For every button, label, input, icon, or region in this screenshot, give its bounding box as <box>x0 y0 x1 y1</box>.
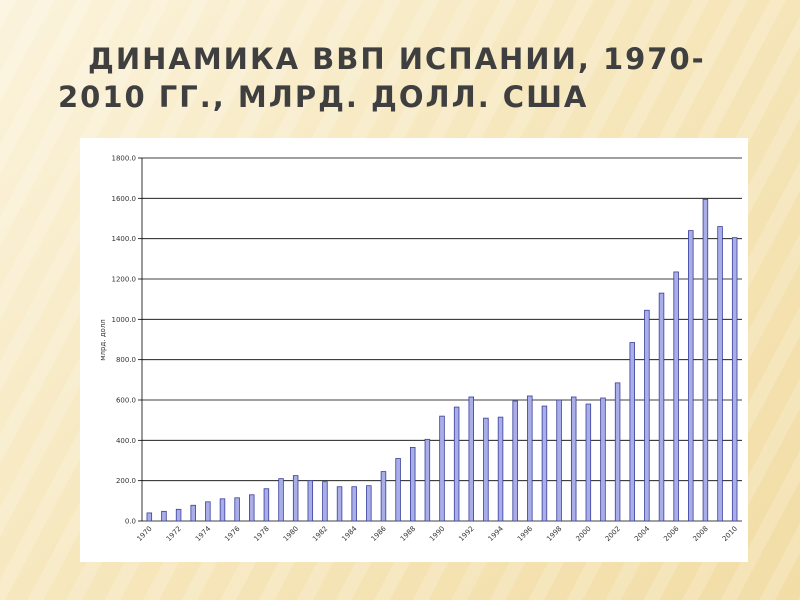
bar-2002 <box>614 382 621 522</box>
x-tick-label: 1974 <box>194 524 213 543</box>
y-tick-label: 1200.0 <box>112 276 137 284</box>
y-tick-label: 600.0 <box>116 397 136 405</box>
x-axis-ticks: 1970 1972 1974 1976 1978 1980 1982 1984 1986 1988… <box>135 524 739 543</box>
bar-1982 <box>322 481 328 522</box>
bar-2009 <box>717 226 723 522</box>
y-tick-label: 1000.0 <box>112 316 137 324</box>
bar-2007 <box>688 230 694 522</box>
y-tick-label: 0.0 <box>125 518 136 526</box>
x-tick-label: 1984 <box>340 524 359 543</box>
y-tick-label: 1400.0 <box>112 235 137 243</box>
y-tick-label: 200.0 <box>116 477 136 485</box>
bar-1979 <box>278 478 284 522</box>
x-tick-label: 1982 <box>311 525 329 543</box>
x-tick-label: 1994 <box>487 524 506 543</box>
title-line-2: 2010 ГГ., МЛРД. ДОЛЛ. США <box>58 80 589 114</box>
bar-1992 <box>468 396 475 522</box>
bar-1995 <box>512 400 518 522</box>
bar-1998 <box>556 399 562 522</box>
bar-2003 <box>629 342 635 522</box>
x-tick-label: 1986 <box>370 524 389 543</box>
y-axis-ticks: 0.0 200.0 400.0 600.0 800.0 1000.0 1200.0 1400.… <box>112 155 142 526</box>
x-tick-label: 1998 <box>545 525 563 543</box>
bar-1989 <box>424 438 431 522</box>
x-tick-label: 2002 <box>604 525 622 543</box>
bar-1983 <box>336 486 343 522</box>
x-tick-label: 2010 <box>721 525 739 543</box>
title-line-1: ДИНАМИКА ВВП ИСПАНИИ, 1970- <box>88 42 706 76</box>
bar-1975 <box>219 498 226 522</box>
bar-2010 <box>731 237 738 522</box>
x-tick-label: 2004 <box>633 524 652 543</box>
bar-chart: 0.0 200.0 400.0 600.0 800.0 1000.0 1200.0 1400.… <box>99 155 742 543</box>
bar-1973 <box>190 504 196 522</box>
bar-2001 <box>600 397 606 522</box>
bar-1984 <box>351 486 357 522</box>
bar-1991 <box>453 406 460 522</box>
x-tick-label: 1992 <box>457 525 475 543</box>
bar-1971 <box>161 510 167 522</box>
bar-1972 <box>175 508 182 522</box>
x-tick-label: 1978 <box>253 525 271 543</box>
bar-1974 <box>205 501 211 522</box>
y-tick-label: 1600.0 <box>112 195 137 203</box>
y-axis-label: млрд. долл <box>99 319 107 361</box>
chart-panel: 0.0 200.0 400.0 600.0 800.0 1000.0 1200.0 1400.… <box>80 138 748 562</box>
y-tick-label: 800.0 <box>116 356 136 364</box>
x-tick-label: 1970 <box>135 525 153 543</box>
y-tick-label: 1800.0 <box>112 155 137 163</box>
bar-1986 <box>380 471 387 522</box>
x-tick-label: 1980 <box>282 525 300 543</box>
bar-1997 <box>541 405 548 522</box>
x-tick-label: 1990 <box>428 525 446 543</box>
bars <box>146 198 738 522</box>
bar-2000 <box>585 403 592 522</box>
bar-1985 <box>366 485 372 522</box>
bar-1999 <box>570 396 577 522</box>
x-tick-label: 2006 <box>662 524 681 543</box>
bar-2005 <box>658 292 665 522</box>
x-tick-label: 1988 <box>399 525 417 543</box>
bar-1981 <box>307 480 314 522</box>
bar-1970 <box>146 512 153 522</box>
bar-1988 <box>409 446 416 522</box>
bar-2008 <box>702 198 709 522</box>
bar-1976 <box>234 497 240 522</box>
bar-1980 <box>292 475 299 522</box>
x-tick-label: 2008 <box>692 525 710 543</box>
slide-title: ДИНАМИКА ВВП ИСПАНИИ, 1970- 2010 ГГ., МЛ… <box>58 40 758 116</box>
x-tick-label: 1996 <box>516 524 535 543</box>
x-tick-label: 1976 <box>223 524 242 543</box>
bar-1996 <box>527 395 533 522</box>
bar-1990 <box>439 415 445 522</box>
y-tick-label: 400.0 <box>116 437 136 445</box>
x-tick-label: 2000 <box>574 525 592 543</box>
bar-1987 <box>395 458 401 522</box>
bar-1993 <box>483 417 489 522</box>
bar-2006 <box>673 271 679 522</box>
x-tick-label: 1972 <box>165 525 183 543</box>
bar-1994 <box>497 416 504 522</box>
bar-1977 <box>249 494 255 522</box>
bar-2004 <box>644 309 650 522</box>
bar-1978 <box>263 488 270 522</box>
